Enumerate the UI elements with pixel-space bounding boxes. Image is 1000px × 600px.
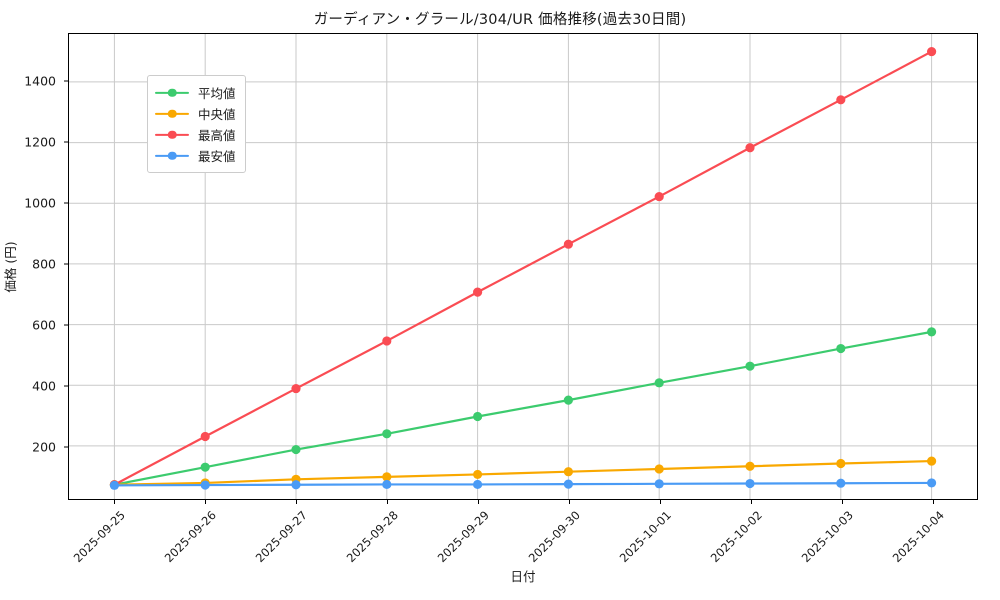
data-point-marker xyxy=(836,95,846,105)
data-point-marker xyxy=(927,327,937,337)
data-point-marker xyxy=(836,343,846,354)
x-axis: 日付 2025-09-25 2025-09-26 2025-09-27 2025-09… xyxy=(68,500,978,600)
x-tick-label: 2025-10-01 xyxy=(616,508,674,566)
legend-dot-icon xyxy=(167,109,177,118)
y-tick-mark xyxy=(64,324,68,326)
data-point-marker xyxy=(109,480,119,490)
chart-legend: 平均値中央値最高値最安値 xyxy=(147,75,246,173)
x-tick-mark xyxy=(750,500,752,504)
x-tick-mark xyxy=(204,500,206,504)
x-tick-mark xyxy=(841,500,843,504)
data-point-marker xyxy=(563,467,573,477)
data-point-marker xyxy=(382,429,392,439)
legend-dot-icon xyxy=(167,130,177,139)
legend-swatch-icon xyxy=(155,128,189,142)
data-series-layer xyxy=(109,47,937,490)
legend-swatch-icon xyxy=(155,107,189,121)
legend-item-1[interactable]: 中央値 xyxy=(155,103,236,124)
data-point-marker xyxy=(836,478,846,488)
x-tick-label: 2025-10-03 xyxy=(798,508,856,566)
data-point-marker xyxy=(473,469,483,480)
x-tick-mark xyxy=(659,500,661,504)
data-point-marker xyxy=(927,456,937,466)
x-tick-label: 2025-09-30 xyxy=(525,508,583,566)
data-point-marker xyxy=(291,444,301,455)
legend-item-0[interactable]: 平均値 xyxy=(155,82,236,103)
x-tick-mark xyxy=(295,500,297,504)
y-tick-label: 1400 xyxy=(24,73,56,89)
data-point-marker xyxy=(745,361,755,371)
data-point-marker xyxy=(200,462,210,472)
data-point-marker xyxy=(927,478,937,488)
data-point-marker xyxy=(473,479,483,490)
data-point-marker xyxy=(745,143,755,153)
data-point-marker xyxy=(200,431,210,442)
y-tick-mark xyxy=(64,141,68,143)
data-point-marker xyxy=(654,192,664,202)
y-tick-mark xyxy=(64,446,68,448)
y-tick-mark xyxy=(64,80,68,82)
series-line-2 xyxy=(113,50,933,486)
y-tick-mark xyxy=(64,202,68,204)
data-point-marker xyxy=(745,478,755,489)
series-line-1 xyxy=(113,459,933,486)
x-tick-label: 2025-10-04 xyxy=(889,508,947,566)
legend-label: 中央値 xyxy=(198,107,236,122)
x-tick-mark xyxy=(477,500,479,504)
x-tick-label: 2025-10-02 xyxy=(707,508,765,566)
data-point-marker xyxy=(200,480,210,490)
legend-swatch-icon xyxy=(155,86,189,100)
x-tick-label: 2025-09-26 xyxy=(161,508,219,566)
data-point-marker xyxy=(291,480,301,490)
legend-swatch-icon xyxy=(155,149,189,163)
y-axis-label: 価格 (円) xyxy=(3,240,19,293)
x-tick-label: 2025-09-28 xyxy=(343,508,401,566)
legend-item-2[interactable]: 最高値 xyxy=(155,124,236,145)
y-axis: 価格 (円) 200 400 600 800 1000 1200 1400 xyxy=(0,33,68,500)
x-tick-label: 2025-09-27 xyxy=(252,508,310,566)
data-point-marker xyxy=(382,472,392,482)
data-point-marker xyxy=(563,239,573,249)
x-tick-mark xyxy=(932,500,934,504)
data-point-marker xyxy=(382,336,392,346)
series-line-0 xyxy=(113,330,933,486)
data-point-marker xyxy=(563,479,573,489)
chart-title: ガーディアン・グラール/304/UR 価格推移(過去30日間) xyxy=(313,12,687,28)
y-tick-label: 200 xyxy=(32,439,56,455)
x-axis-label: 日付 xyxy=(510,569,536,584)
legend-item-3[interactable]: 最安値 xyxy=(155,145,236,166)
y-tick-label: 400 xyxy=(32,378,56,394)
legend-dot-icon xyxy=(167,151,177,160)
y-tick-mark xyxy=(64,263,68,265)
y-tick-label: 1200 xyxy=(24,134,56,150)
data-point-marker xyxy=(654,378,664,388)
data-point-marker xyxy=(654,464,664,474)
data-point-marker xyxy=(836,458,846,469)
data-point-marker xyxy=(473,287,483,297)
data-point-marker xyxy=(473,411,483,422)
y-tick-label: 800 xyxy=(32,256,56,272)
data-point-marker xyxy=(563,395,573,405)
legend-label: 最安値 xyxy=(198,149,236,164)
legend-label: 平均値 xyxy=(198,86,236,101)
data-point-marker xyxy=(382,479,392,490)
y-tick-label: 600 xyxy=(32,317,56,333)
series-line-3 xyxy=(113,481,933,487)
data-point-marker xyxy=(291,384,301,394)
x-tick-mark xyxy=(113,500,115,504)
legend-label: 最高値 xyxy=(198,128,236,143)
data-point-marker xyxy=(745,461,755,471)
plot-area: 平均値中央値最高値最安値 xyxy=(68,33,978,500)
data-point-marker xyxy=(927,47,937,57)
y-tick-mark xyxy=(64,385,68,387)
data-point-marker xyxy=(654,479,664,489)
legend-dot-icon xyxy=(167,88,177,97)
x-tick-label: 2025-09-25 xyxy=(70,508,128,566)
x-tick-mark xyxy=(386,500,388,504)
x-tick-label: 2025-09-29 xyxy=(434,508,492,566)
x-tick-mark xyxy=(568,500,570,504)
y-tick-label: 1000 xyxy=(24,195,56,211)
